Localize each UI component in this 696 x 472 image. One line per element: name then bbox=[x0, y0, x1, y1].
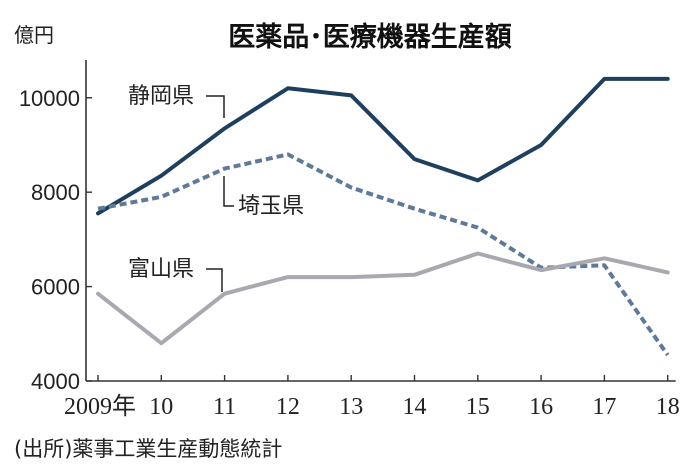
x-tick-label: 11 bbox=[213, 394, 236, 420]
x-tick-label: 12 bbox=[276, 394, 300, 420]
y-tick-label: 10000 bbox=[19, 86, 80, 111]
chart-title: 医薬品･医療機器生産額 bbox=[228, 21, 512, 53]
series-line-saitama bbox=[97, 152, 670, 357]
x-tick-label: 17 bbox=[592, 394, 616, 420]
tick-labels: 4000 6000 8000 10000 2009年 10 11 12 13 14 15 16 17 18 bbox=[19, 86, 680, 420]
y-tick-label: 6000 bbox=[31, 275, 80, 300]
y-tick-label: 8000 bbox=[31, 180, 80, 205]
x-tick-label: 16 bbox=[529, 394, 553, 420]
axes bbox=[85, 60, 676, 382]
leader-line-saitama bbox=[223, 176, 234, 207]
x-tick-label: 2009年 bbox=[64, 393, 136, 420]
source-note: (出所)薬事工業生産動態統計 bbox=[14, 437, 282, 461]
y-axis-unit: 億円 bbox=[14, 23, 54, 47]
x-tick-label: 10 bbox=[149, 394, 173, 420]
x-tick-label: 15 bbox=[466, 394, 490, 420]
series-label-saitama: 埼玉県 bbox=[238, 194, 304, 219]
series-label-toyama: 富山県 bbox=[128, 257, 194, 282]
series-lines bbox=[96, 76, 670, 357]
series-label-shizuoka: 静岡県 bbox=[128, 84, 194, 109]
series-line-toyama bbox=[96, 251, 670, 346]
x-tick-label: 18 bbox=[656, 394, 680, 420]
y-tick-label: 4000 bbox=[31, 369, 80, 394]
series-line-shizuoka bbox=[96, 76, 670, 216]
leader-line-shizuoka bbox=[206, 95, 225, 118]
leader-line-toyama bbox=[206, 268, 223, 292]
x-tick-label: 13 bbox=[339, 394, 363, 420]
x-tick-label: 14 bbox=[403, 394, 427, 420]
